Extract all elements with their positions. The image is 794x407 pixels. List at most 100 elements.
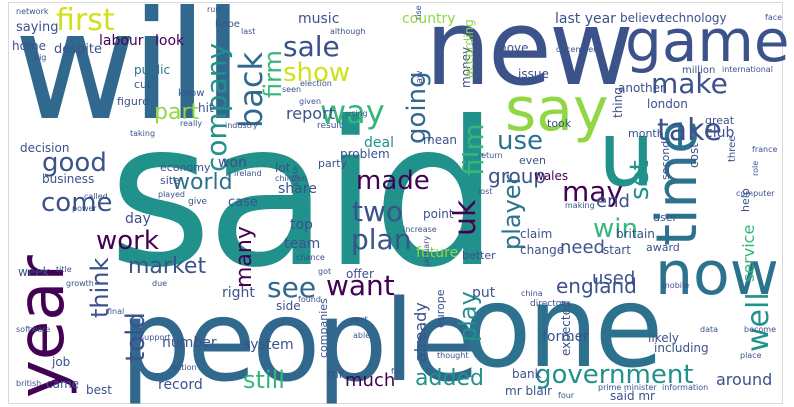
- word-claim: claim: [520, 227, 553, 241]
- word-law: law: [415, 70, 425, 86]
- word-saying: saying: [16, 20, 59, 35]
- word-come: come: [41, 188, 113, 218]
- word-said-mr: said mr: [610, 389, 655, 403]
- word-china: china: [521, 289, 543, 298]
- word-need: need: [560, 237, 605, 258]
- word-run: run: [207, 5, 221, 14]
- word-decision: decision: [20, 141, 70, 155]
- word-user: user: [653, 211, 677, 224]
- word-two: two: [352, 195, 404, 228]
- word-support: support: [140, 333, 171, 342]
- word-last: last: [241, 27, 256, 36]
- word-industry: industry: [225, 121, 258, 130]
- word-offer: offer: [346, 267, 374, 281]
- word-action: action: [172, 363, 197, 372]
- word-far: far: [391, 367, 403, 376]
- word-job: job: [52, 355, 71, 369]
- word-day: day: [125, 211, 151, 227]
- word-well: well: [741, 292, 776, 352]
- word-election: election: [300, 79, 332, 88]
- word-economy: economy: [160, 161, 211, 174]
- word-site: site: [160, 174, 180, 187]
- word-return: return: [478, 151, 503, 160]
- word-added: added: [415, 366, 484, 391]
- word-london: london: [647, 97, 688, 111]
- word-got: got: [318, 267, 332, 276]
- word-club: club: [705, 125, 735, 141]
- word-see: see: [267, 271, 317, 304]
- word-work: work: [96, 226, 159, 256]
- word-good: good: [42, 148, 107, 178]
- word-france: france: [752, 145, 778, 154]
- word-taking: taking: [130, 129, 156, 138]
- word-mean: mean: [423, 133, 458, 147]
- word-power: power: [72, 204, 97, 213]
- word-using: using: [346, 109, 368, 118]
- word-former: former: [542, 329, 590, 345]
- word-plan: plan: [351, 223, 412, 256]
- word-hit: hit: [198, 101, 214, 115]
- word-due: due: [152, 279, 168, 288]
- word-prime-minister: prime minister: [598, 383, 657, 392]
- word-international: international: [722, 65, 773, 74]
- word-first: first: [56, 3, 115, 38]
- word-take: take: [657, 113, 722, 148]
- word-government: government: [535, 360, 694, 390]
- word-network: network: [16, 7, 49, 16]
- word-mobile: mobile: [662, 281, 690, 290]
- word-including: including: [654, 341, 709, 355]
- word-case: case: [228, 195, 258, 210]
- word-result: result: [317, 121, 343, 131]
- word-put: put: [472, 285, 496, 301]
- word-share: share: [278, 181, 317, 197]
- word-really: really: [180, 119, 203, 128]
- word-increase: increase: [403, 225, 437, 234]
- word-given: given: [299, 97, 322, 106]
- word-win: win: [593, 214, 638, 244]
- word-number: number: [162, 335, 217, 351]
- word-mr: mr: [327, 367, 344, 381]
- word-called: called: [84, 192, 108, 201]
- word-came: came: [46, 377, 80, 391]
- word-home: home: [12, 39, 47, 53]
- word-deal: deal: [364, 135, 394, 151]
- word-side: side: [276, 299, 301, 313]
- word-country: country: [402, 11, 456, 27]
- word-will: will: [14, 0, 244, 154]
- word-now: now: [655, 239, 779, 309]
- word-know: know: [178, 88, 205, 99]
- word-won: won: [218, 155, 247, 171]
- word-end: end: [596, 191, 630, 212]
- word-team: team: [284, 236, 321, 252]
- word-december: december: [556, 45, 597, 54]
- word-part: part: [154, 100, 200, 125]
- word-point: point: [423, 207, 454, 221]
- word-uk: uk: [448, 199, 483, 236]
- word-even: even: [519, 154, 547, 167]
- word-game: game: [625, 7, 790, 75]
- word-film: film: [457, 123, 490, 176]
- word-cut: cut: [134, 78, 152, 91]
- word-able: able: [353, 331, 371, 340]
- word-director: director: [530, 299, 565, 309]
- word-software: software: [16, 325, 51, 334]
- word-making: making: [565, 201, 595, 210]
- word-used: used: [592, 268, 636, 289]
- word-issue: issue: [518, 67, 549, 81]
- word-give: give: [188, 197, 208, 207]
- word-become: become: [744, 325, 777, 334]
- word-next: next: [350, 315, 368, 324]
- word-children: children: [275, 174, 308, 183]
- word-believe: believe: [620, 11, 664, 25]
- word-great: great: [705, 114, 735, 127]
- word-may: may: [562, 175, 624, 208]
- word-despite: despite: [54, 42, 102, 57]
- word-labour: labour: [99, 33, 144, 49]
- word-data: data: [700, 325, 719, 334]
- word-according: according: [462, 19, 476, 78]
- word-growth: growth: [66, 279, 94, 288]
- word-look: look: [155, 33, 185, 49]
- word-service: service: [739, 224, 758, 282]
- word-another: another: [618, 81, 665, 95]
- word-likely: likely: [648, 331, 680, 345]
